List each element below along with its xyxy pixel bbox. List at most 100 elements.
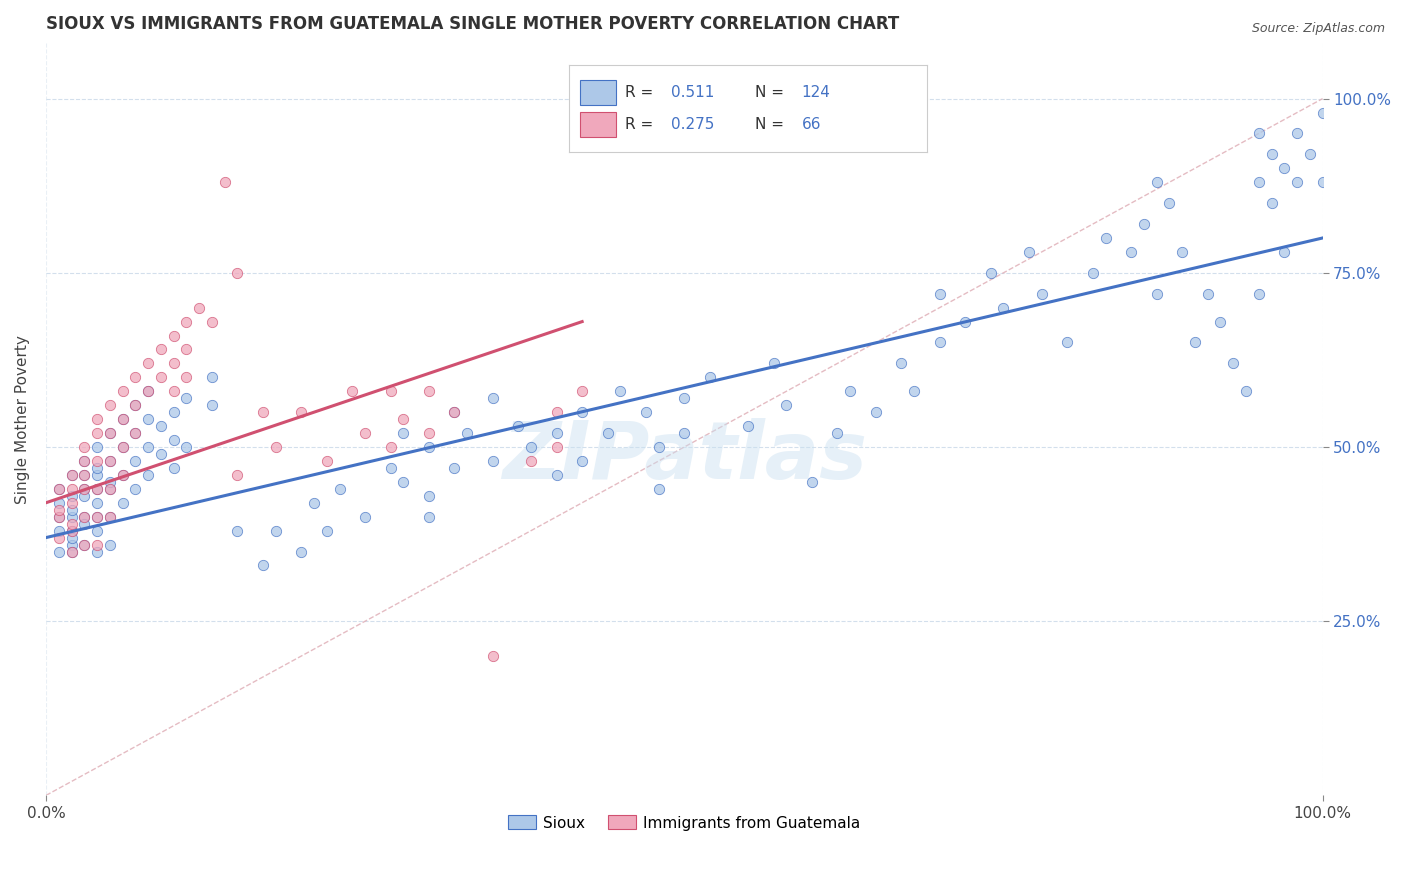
- Point: [98, 454, 121, 468]
- Point: [111, 440, 134, 454]
- Point: [418, 384, 440, 399]
- Point: [149, 447, 172, 461]
- Point: [443, 461, 465, 475]
- Point: [176, 315, 198, 329]
- Point: [1260, 196, 1282, 211]
- Point: [48, 496, 70, 510]
- Point: [443, 405, 465, 419]
- Point: [60, 496, 83, 510]
- Point: [162, 328, 184, 343]
- Point: [124, 482, 146, 496]
- Point: [60, 524, 83, 538]
- Point: [418, 440, 440, 454]
- Point: [481, 454, 503, 468]
- Point: [60, 467, 83, 482]
- Point: [903, 384, 925, 399]
- Point: [418, 426, 440, 441]
- Point: [124, 398, 146, 412]
- Point: [98, 454, 121, 468]
- Point: [1197, 286, 1219, 301]
- Point: [60, 544, 83, 558]
- Point: [596, 426, 619, 441]
- Point: [315, 524, 337, 538]
- Point: [98, 509, 121, 524]
- Point: [136, 356, 159, 370]
- Point: [73, 509, 96, 524]
- Point: [1286, 175, 1309, 189]
- Point: [124, 454, 146, 468]
- Point: [290, 405, 312, 419]
- Point: [609, 384, 631, 399]
- Point: [865, 405, 887, 419]
- Point: [201, 315, 224, 329]
- Point: [673, 426, 696, 441]
- Point: [1272, 161, 1295, 176]
- Point: [252, 558, 274, 573]
- Point: [993, 301, 1015, 315]
- Point: [380, 461, 402, 475]
- Point: [86, 482, 108, 496]
- Point: [136, 412, 159, 426]
- Point: [827, 426, 849, 441]
- Point: [1056, 335, 1078, 350]
- Point: [162, 384, 184, 399]
- Point: [111, 440, 134, 454]
- Point: [162, 433, 184, 447]
- Point: [1260, 147, 1282, 161]
- Point: [60, 524, 83, 538]
- Point: [264, 440, 287, 454]
- Point: [48, 482, 70, 496]
- Point: [928, 335, 950, 350]
- Point: [226, 524, 249, 538]
- Point: [1133, 217, 1156, 231]
- Point: [73, 467, 96, 482]
- Point: [60, 482, 83, 496]
- Point: [571, 454, 593, 468]
- Point: [48, 531, 70, 545]
- Point: [1312, 105, 1334, 120]
- Point: [98, 398, 121, 412]
- Point: [98, 482, 121, 496]
- Point: [1146, 286, 1168, 301]
- Point: [111, 496, 134, 510]
- Point: [176, 343, 198, 357]
- Legend: Sioux, Immigrants from Guatemala: Sioux, Immigrants from Guatemala: [502, 809, 866, 837]
- Point: [73, 482, 96, 496]
- Point: [1081, 266, 1104, 280]
- Point: [60, 509, 83, 524]
- Point: [73, 454, 96, 468]
- Point: [124, 426, 146, 441]
- Point: [48, 482, 70, 496]
- Point: [73, 516, 96, 531]
- Point: [1171, 244, 1194, 259]
- Point: [354, 426, 377, 441]
- Point: [86, 467, 108, 482]
- Point: [571, 384, 593, 399]
- Point: [481, 391, 503, 405]
- Point: [86, 412, 108, 426]
- Point: [315, 454, 337, 468]
- Point: [546, 440, 568, 454]
- Point: [1247, 175, 1270, 189]
- Point: [111, 384, 134, 399]
- Point: [226, 467, 249, 482]
- Point: [48, 502, 70, 516]
- Point: [571, 405, 593, 419]
- Point: [1312, 175, 1334, 189]
- Point: [508, 419, 530, 434]
- Point: [392, 412, 415, 426]
- Point: [136, 440, 159, 454]
- Point: [634, 405, 657, 419]
- Point: [1272, 244, 1295, 259]
- Point: [124, 370, 146, 384]
- Point: [456, 426, 478, 441]
- Point: [86, 440, 108, 454]
- Point: [162, 405, 184, 419]
- Point: [290, 544, 312, 558]
- Point: [1184, 335, 1206, 350]
- Point: [98, 426, 121, 441]
- Point: [73, 467, 96, 482]
- Point: [1234, 384, 1257, 399]
- Point: [1159, 196, 1181, 211]
- Point: [264, 524, 287, 538]
